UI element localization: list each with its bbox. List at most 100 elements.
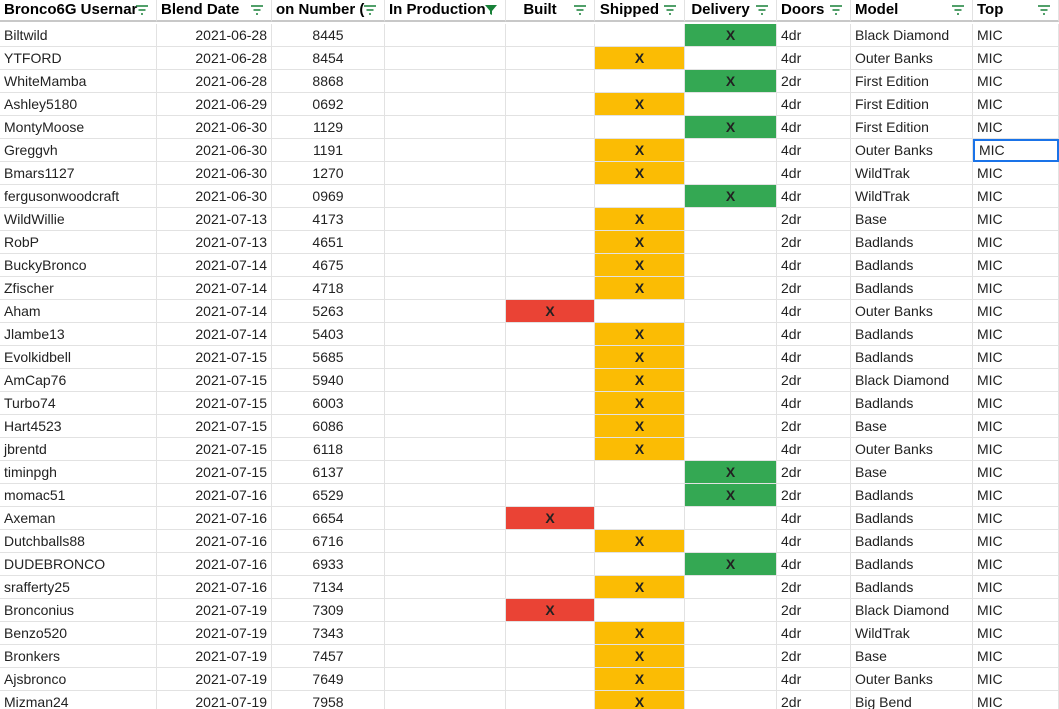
cell: 2021-07-14 xyxy=(157,323,272,346)
empty-cell xyxy=(506,530,595,553)
cell: MIC xyxy=(973,599,1059,622)
empty-cell xyxy=(595,553,685,576)
cell: Evolkidbell xyxy=(0,346,157,369)
cell: Turbo74 xyxy=(0,392,157,415)
empty-cell xyxy=(595,484,685,507)
cell: MIC xyxy=(973,438,1059,461)
cell: X xyxy=(595,369,685,392)
cell: MIC xyxy=(973,231,1059,254)
cell: 8454 xyxy=(272,47,385,70)
filter-icon[interactable] xyxy=(484,4,498,16)
cell: 2dr xyxy=(777,208,851,231)
filter-icon[interactable] xyxy=(573,4,587,16)
cell: 2dr xyxy=(777,277,851,300)
empty-cell xyxy=(385,599,506,622)
cell: Base xyxy=(851,415,973,438)
cell: 2021-07-16 xyxy=(157,530,272,553)
cell: MIC xyxy=(973,461,1059,484)
cell: 4dr xyxy=(777,438,851,461)
cell: MIC xyxy=(973,415,1059,438)
empty-cell xyxy=(385,24,506,47)
cell: 5263 xyxy=(272,300,385,323)
cell[interactable]: MIC xyxy=(973,139,1059,162)
cell: Badlands xyxy=(851,231,973,254)
cell: 4dr xyxy=(777,93,851,116)
cell: jbrentd xyxy=(0,438,157,461)
cell: 7134 xyxy=(272,576,385,599)
cell: 4675 xyxy=(272,254,385,277)
filter-icon[interactable] xyxy=(829,4,843,16)
cell: X xyxy=(595,668,685,691)
cell: Aham xyxy=(0,300,157,323)
column-header[interactable]: In Production xyxy=(385,0,506,22)
empty-cell xyxy=(385,116,506,139)
column-header[interactable]: Shipped xyxy=(595,0,685,22)
cell: X xyxy=(685,24,777,47)
cell: MIC xyxy=(973,116,1059,139)
filter-icon[interactable] xyxy=(951,4,965,16)
cell: MIC xyxy=(973,507,1059,530)
cell: X xyxy=(595,231,685,254)
cell: MIC xyxy=(973,530,1059,553)
empty-cell xyxy=(506,231,595,254)
cell: Badlands xyxy=(851,277,973,300)
cell: 2021-07-19 xyxy=(157,599,272,622)
filter-icon[interactable] xyxy=(755,4,769,16)
cell: 1270 xyxy=(272,162,385,185)
empty-cell xyxy=(685,668,777,691)
empty-cell xyxy=(506,323,595,346)
cell: MIC xyxy=(973,645,1059,668)
column-header[interactable]: Delivery xyxy=(685,0,777,22)
filter-icon[interactable] xyxy=(250,4,264,16)
cell: 2021-07-15 xyxy=(157,461,272,484)
cell: 2dr xyxy=(777,70,851,93)
cell: 0692 xyxy=(272,93,385,116)
empty-cell xyxy=(385,576,506,599)
column-header[interactable]: on Number ( xyxy=(272,0,385,22)
column-header[interactable]: Doors xyxy=(777,0,851,22)
cell: Outer Banks xyxy=(851,139,973,162)
empty-cell xyxy=(595,599,685,622)
cell: 4718 xyxy=(272,277,385,300)
cell: Badlands xyxy=(851,392,973,415)
cell: Bmars1127 xyxy=(0,162,157,185)
column-header[interactable]: Bronco6G Usernar xyxy=(0,0,157,22)
cell: Base xyxy=(851,645,973,668)
empty-cell xyxy=(506,47,595,70)
empty-cell xyxy=(685,277,777,300)
empty-cell xyxy=(685,93,777,116)
cell: X xyxy=(595,415,685,438)
cell: MIC xyxy=(973,691,1059,709)
empty-cell xyxy=(506,576,595,599)
column-header[interactable]: Built xyxy=(506,0,595,22)
empty-cell xyxy=(506,139,595,162)
filter-icon[interactable] xyxy=(135,4,149,16)
empty-cell xyxy=(506,70,595,93)
cell: X xyxy=(685,70,777,93)
cell: 4dr xyxy=(777,300,851,323)
cell: Dutchballs88 xyxy=(0,530,157,553)
column-header[interactable]: Blend Date xyxy=(157,0,272,22)
cell: X xyxy=(685,461,777,484)
cell: 2dr xyxy=(777,691,851,709)
cell: 4dr xyxy=(777,553,851,576)
empty-cell xyxy=(506,24,595,47)
cell: Greggvh xyxy=(0,139,157,162)
filter-icon[interactable] xyxy=(363,4,377,16)
cell: 2021-07-16 xyxy=(157,484,272,507)
cell: Ajsbronco xyxy=(0,668,157,691)
filter-icon[interactable] xyxy=(663,4,677,16)
cell: Ashley5180 xyxy=(0,93,157,116)
empty-cell xyxy=(685,208,777,231)
column-header[interactable]: Model xyxy=(851,0,973,22)
empty-cell xyxy=(385,139,506,162)
cell: X xyxy=(595,392,685,415)
cell: 7649 xyxy=(272,668,385,691)
cell: 2021-07-19 xyxy=(157,691,272,709)
cell: 2dr xyxy=(777,461,851,484)
cell: MIC xyxy=(973,323,1059,346)
filter-icon[interactable] xyxy=(1037,4,1051,16)
empty-cell xyxy=(506,484,595,507)
cell: MIC xyxy=(973,300,1059,323)
